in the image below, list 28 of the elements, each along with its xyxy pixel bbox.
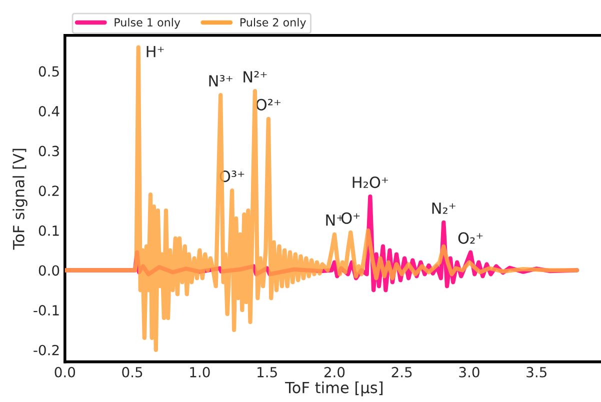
- y-tick-label: -0.2: [34, 344, 59, 356]
- annotation: H₂O⁺: [352, 176, 388, 188]
- annotation: N⁺: [326, 214, 344, 226]
- x-tick-label: 0.5: [122, 366, 142, 378]
- annotation: N₂⁺: [432, 202, 456, 214]
- y-tick-label: 0.2: [38, 186, 59, 196]
- y-tick-label: 0.3: [38, 146, 59, 156]
- legend-label: Pulse 1 only: [114, 18, 180, 29]
- annotation: H⁺: [146, 46, 164, 58]
- y-axis-title: ToF signal [V]: [12, 148, 28, 250]
- x-tick-label: 1.5: [258, 367, 277, 378]
- annotation: N²⁺: [244, 71, 267, 82]
- x-tick-label: 1.0: [190, 366, 210, 378]
- annotation: O⁺: [341, 212, 360, 224]
- y-tick-label: -0.1: [34, 305, 59, 316]
- y-tick-label: 0.1: [38, 225, 59, 236]
- x-tick-label: 2.0: [324, 366, 345, 378]
- y-tick-label: 0.5: [38, 66, 59, 77]
- legend-label: Pulse 2 only: [240, 18, 306, 29]
- x-tick-label: 3.5: [526, 366, 546, 378]
- annotation: O₂⁺: [458, 232, 483, 244]
- x-tick-label: 2.5: [392, 366, 412, 378]
- y-tick-label: 0.4: [38, 106, 60, 116]
- x-tick-label: 0.0: [54, 366, 76, 378]
- x-tick-label: 3.0: [459, 366, 480, 378]
- x-axis-title: ToF time [µs]: [285, 381, 382, 396]
- annotation: N³⁺: [209, 75, 232, 86]
- y-tick-label: 0.0: [38, 265, 60, 276]
